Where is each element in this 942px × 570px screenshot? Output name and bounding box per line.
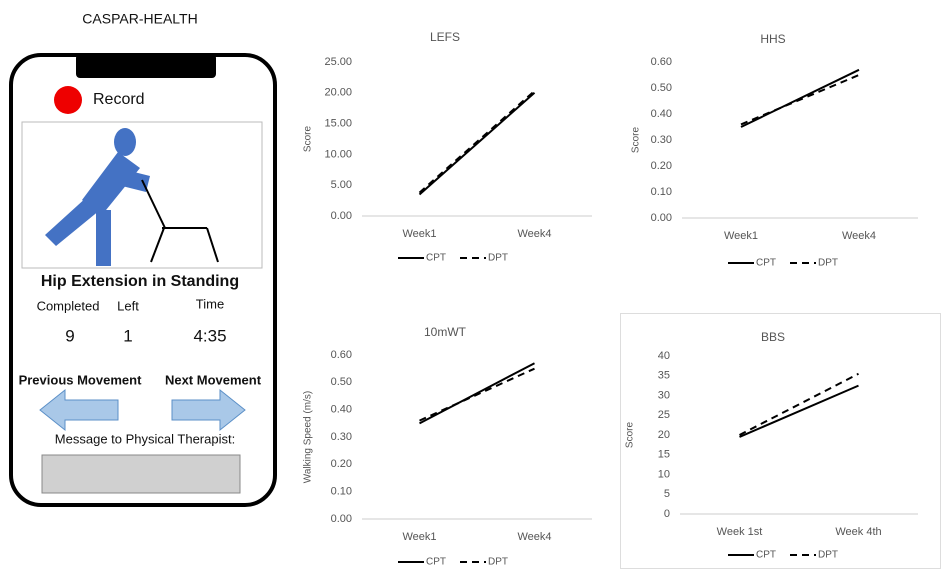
x-tick-label: Week1 [402,228,436,240]
y-tick-label: 5.00 [331,179,352,191]
y-tick-label: 0.50 [651,82,672,94]
y-tick-label: 30 [658,389,670,401]
y-tick-label: 0.00 [331,210,352,222]
legend-label: DPT [488,253,508,264]
y-tick-label: 0.10 [331,486,352,498]
chart-title: 10mWT [424,325,467,339]
y-tick-label: 0.60 [331,349,352,361]
y-tick-label: 0.00 [331,513,352,525]
y-tick-label: 0.60 [651,56,672,68]
y-tick-label: 25.00 [324,56,352,68]
chart-title: BBS [761,330,785,344]
phone-notch [76,54,216,78]
y-tick-label: 0.30 [331,431,352,443]
legend-label: DPT [818,258,838,269]
series-line [420,93,535,195]
stat-label: Completed [37,298,100,313]
y-tick-label: 15.00 [324,118,352,130]
y-tick-label: 40 [658,350,670,362]
y-tick-label: 0 [664,508,670,520]
y-axis-label: Score [303,126,314,153]
stat-value: 4:35 [193,326,226,345]
legend-label: DPT [488,557,508,568]
stat-label: Left [117,298,139,313]
legend-label: CPT [426,253,446,264]
y-tick-label: 0.20 [331,458,352,470]
legend-label: CPT [426,557,446,568]
x-tick-label: Week 4th [835,526,881,538]
series-line [420,363,535,423]
y-tick-label: 20 [658,429,670,441]
y-axis-label: Score [631,127,642,154]
record-label[interactable]: Record [93,91,145,108]
y-axis-label: Walking Speed (m/s) [303,391,314,483]
series-line [740,374,859,435]
x-tick-label: Week1 [724,230,758,242]
screen: CASPAR-HEALTH Record Hip Extension in St… [0,0,942,570]
x-tick-label: Week4 [517,228,551,240]
stat-value: 9 [65,326,74,345]
y-tick-label: 25 [658,409,670,421]
message-label: Message to Physical Therapist: [55,431,235,446]
y-tick-label: 0.40 [331,404,352,416]
series-line [741,75,859,124]
series-line [740,386,859,437]
y-tick-label: 35 [658,370,670,382]
app-title: CASPAR-HEALTH [82,11,197,27]
chart-title: HHS [760,32,785,46]
x-tick-label: Week1 [402,531,436,543]
y-tick-label: 0.00 [651,212,672,224]
legend-label: DPT [818,550,838,561]
y-tick-label: 0.30 [651,134,672,146]
stat-value: 1 [123,326,132,345]
stat-label: Time [196,296,224,311]
series-line [420,369,535,421]
record-button[interactable] [54,86,82,114]
x-tick-label: Week4 [517,531,551,543]
message-input[interactable] [42,455,240,493]
exercise-image [22,122,262,268]
y-tick-label: 0.40 [651,108,672,120]
series-line [741,70,859,127]
y-tick-label: 10 [658,468,670,480]
x-tick-label: Week4 [842,230,876,242]
chart-title: LEFS [430,30,460,44]
y-tick-label: 20.00 [324,87,352,99]
y-tick-label: 0.10 [651,186,672,198]
exercise-name: Hip Extension in Standing [41,273,239,290]
y-tick-label: 0.50 [331,376,352,388]
y-tick-label: 15 [658,449,670,461]
y-tick-label: 5 [664,488,670,500]
previous-label: Previous Movement [19,372,142,387]
next-label: Next Movement [165,372,262,387]
legend-label: CPT [756,258,776,269]
y-tick-label: 10.00 [324,148,352,160]
y-axis-label: Score [625,422,636,449]
series-line [420,91,535,193]
legend-label: CPT [756,550,776,561]
x-tick-label: Week 1st [717,526,763,538]
y-tick-label: 0.20 [651,160,672,172]
